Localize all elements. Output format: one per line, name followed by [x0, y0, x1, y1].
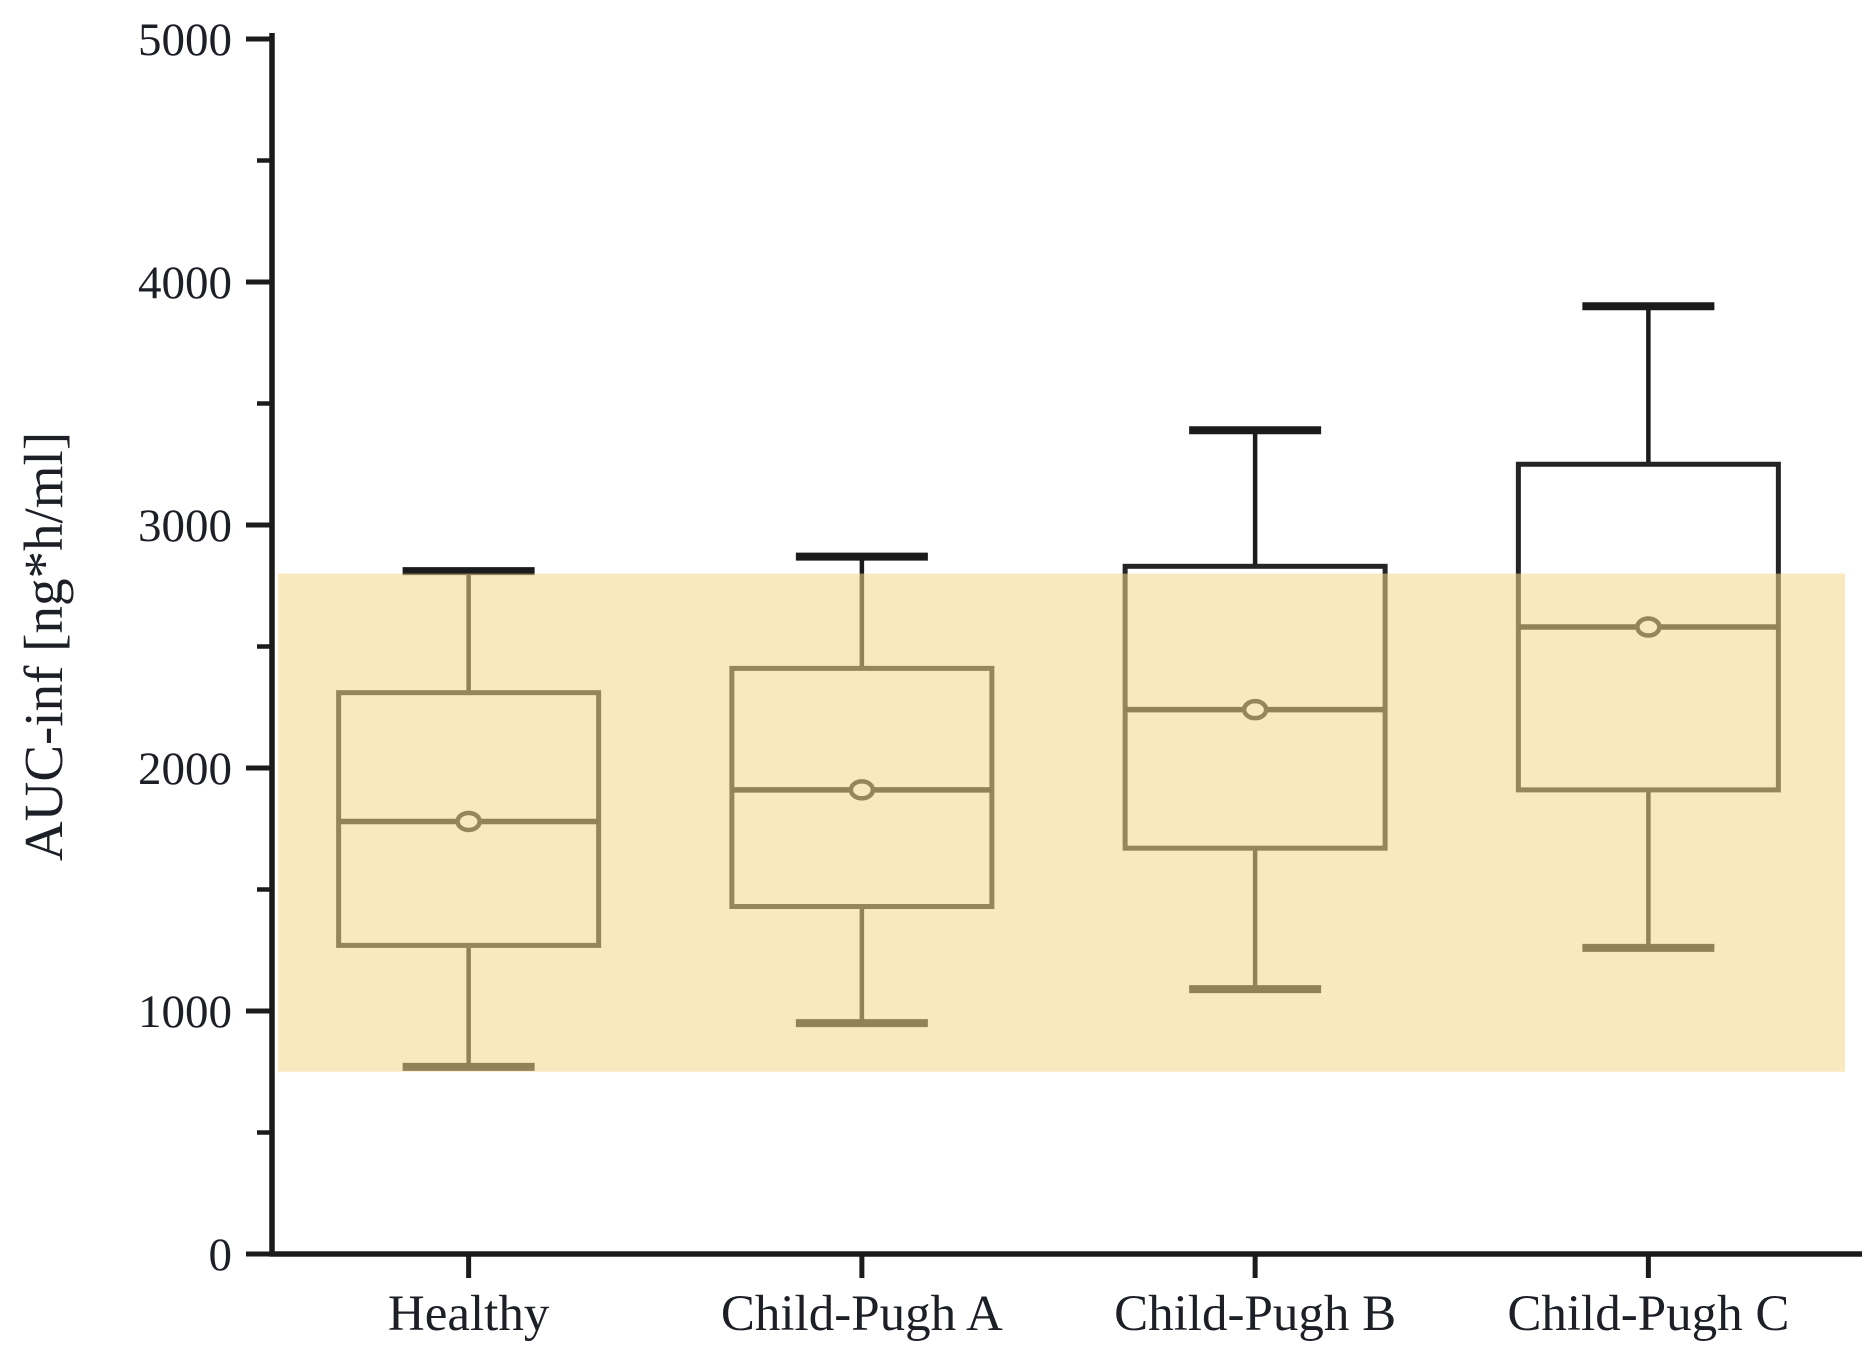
y-tick-label-3000: 3000 [138, 500, 232, 552]
x-tick-label-healthy: Healthy [388, 1286, 550, 1342]
x-tick-label-child-pugh-c: Child-Pugh C [1507, 1286, 1789, 1342]
y-tick-label-4000: 4000 [138, 257, 232, 309]
x-tick-label-child-pugh-b: Child-Pugh B [1114, 1286, 1396, 1342]
y-tick-label-0: 0 [209, 1229, 233, 1281]
x-tick-label-child-pugh-a: Child-Pugh A [721, 1286, 1003, 1342]
y-axis-title: AUC-inf [ng*h/ml] [13, 432, 74, 861]
y-tick-label-1000: 1000 [138, 986, 232, 1038]
axes: 0 1000 2000 3000 4000 5000 Healthy Child-Pugh A… [138, 14, 1862, 1342]
reference-band [278, 573, 1845, 1072]
y-tick-label-5000: 5000 [138, 14, 232, 66]
y-tick-label-2000: 2000 [138, 743, 232, 795]
